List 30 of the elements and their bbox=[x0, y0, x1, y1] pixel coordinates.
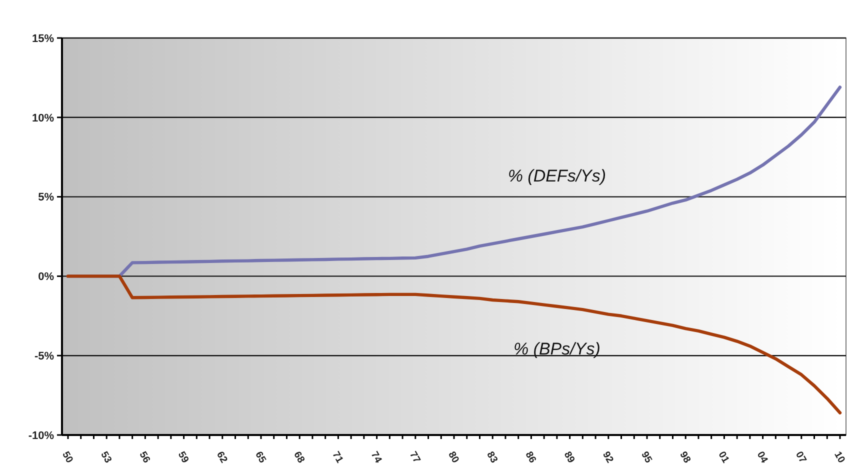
y-tick-label: 0% bbox=[38, 271, 54, 284]
x-tick-label: 65 bbox=[252, 450, 268, 466]
x-tick-label: 89 bbox=[561, 450, 577, 466]
line-series bbox=[66, 274, 842, 414]
text: % (DEFs/Ys) bbox=[508, 166, 606, 186]
x-tick-label: 59 bbox=[175, 450, 191, 466]
x-tick-label: 71 bbox=[330, 450, 346, 466]
x-tick-label: 68 bbox=[291, 450, 306, 466]
series-label: % (BPs/Ys) bbox=[513, 339, 600, 358]
x-tick-label: 80 bbox=[446, 450, 461, 466]
x-tick-label: 77 bbox=[406, 450, 422, 466]
x-tick-label: 01 bbox=[716, 450, 732, 466]
x-tick-label: 95 bbox=[638, 450, 654, 466]
y-tick-label: 15% bbox=[32, 32, 54, 45]
x-tick-label: 83 bbox=[484, 450, 500, 466]
x-tick-label: 07 bbox=[792, 450, 808, 466]
x-tick-label: 04 bbox=[754, 450, 770, 466]
x-tick-label: 62 bbox=[214, 450, 230, 466]
y-tick-label: -5% bbox=[34, 350, 54, 362]
x-tick-label: 10 bbox=[832, 450, 847, 466]
x-tick-label: 86 bbox=[522, 450, 538, 466]
y-tick-label: 5% bbox=[38, 192, 54, 204]
y-tick-label: 10% bbox=[32, 112, 54, 124]
y-tick-label: -10% bbox=[28, 430, 54, 442]
x-tick-label: 53 bbox=[98, 450, 114, 466]
x-tick-label: 92 bbox=[600, 450, 616, 466]
x-tick-label: 56 bbox=[136, 450, 152, 466]
x-tick-label: 50 bbox=[60, 450, 75, 466]
x-tick-label: 98 bbox=[677, 450, 692, 466]
x-tick-label: 74 bbox=[368, 450, 384, 466]
